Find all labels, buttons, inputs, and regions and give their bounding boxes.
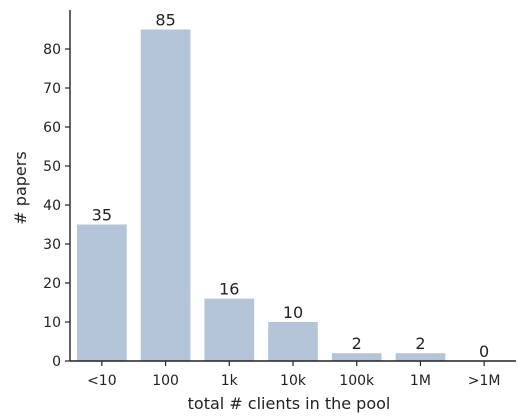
data-label-3: 10 [283, 303, 303, 322]
y-axis-label: # papers [11, 151, 30, 224]
x-tick-label-5: 1M [410, 373, 431, 389]
y-tick-label-2: 20 [43, 276, 61, 292]
x-tick-label-3: 10k [280, 373, 307, 389]
y-tick-label-3: 30 [43, 237, 61, 253]
data-label-1: 85 [155, 11, 175, 30]
bar-5 [395, 353, 446, 361]
data-label-0: 35 [92, 206, 112, 225]
y-tick-label-7: 70 [43, 81, 61, 97]
bar-0 [77, 224, 127, 361]
bar-1 [140, 29, 191, 361]
y-tick-label-0: 0 [52, 354, 61, 370]
x-tick-label-6: >1M [468, 373, 501, 389]
x-tick-label-4: 100k [339, 373, 375, 389]
data-labels-layer: 35 85 16 10 2 2 0 [92, 11, 490, 362]
x-axis-label: total # clients in the pool [188, 394, 391, 413]
y-tick-label-6: 60 [43, 120, 61, 136]
data-label-2: 16 [219, 280, 239, 299]
data-label-4: 2 [352, 334, 362, 353]
y-tick-label-5: 50 [43, 159, 61, 175]
y-tick-label-4: 40 [43, 198, 61, 214]
data-label-6: 0 [479, 342, 489, 361]
bar-4 [331, 353, 382, 361]
x-tick-label-0: <10 [87, 373, 117, 389]
y-tick-label-8: 80 [43, 42, 61, 58]
x-tick-label-2: 1k [221, 373, 239, 389]
y-tick-label-1: 10 [43, 315, 61, 331]
bar-2 [204, 298, 255, 361]
x-tick-label-1: 100 [152, 373, 179, 389]
bar-3 [268, 322, 318, 361]
bars-layer [77, 29, 446, 361]
data-label-5: 2 [415, 334, 425, 353]
